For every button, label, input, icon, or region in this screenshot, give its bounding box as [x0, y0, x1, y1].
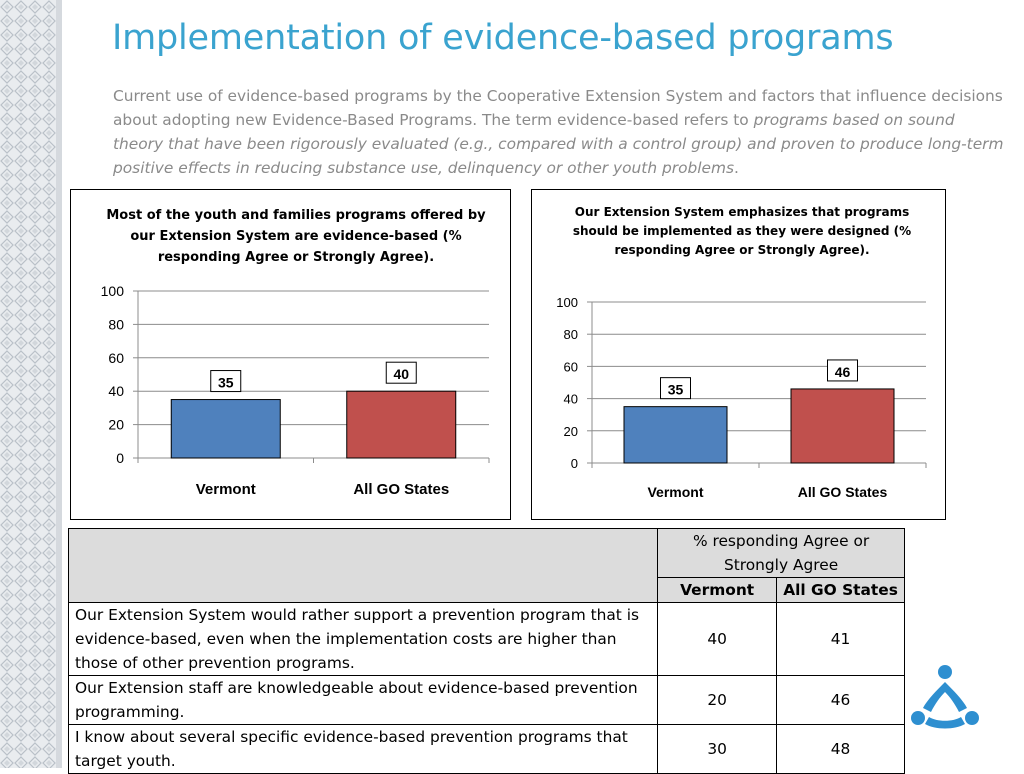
y-tick-label: 100 [556, 295, 578, 310]
table-corner-cell [67, 528, 659, 603]
y-tick-label: 20 [564, 424, 578, 439]
description-text: Current use of evidence-based programs b… [113, 87, 1003, 129]
statement-cell: Our Extension staff are knowledgeable ab… [67, 675, 659, 725]
x-category-label: Vermont [196, 481, 256, 498]
table-row: Our Extension staff are knowledgeable ab… [67, 675, 905, 725]
description-end: . [734, 159, 739, 177]
y-tick-label: 60 [108, 350, 124, 366]
statement-cell: Our Extension System would rather suppor… [67, 602, 659, 676]
statement-cell: I know about several specific evidence-b… [67, 724, 659, 774]
bar [790, 388, 895, 464]
chart-title: Most of the youth and families programs … [106, 208, 486, 265]
chart-evidence-based-programs: Most of the youth and families programs … [70, 189, 511, 520]
y-tick-label: 40 [108, 383, 124, 399]
slide-title: Implementation of evidence-based program… [112, 18, 894, 58]
data-label: 35 [218, 375, 234, 391]
slide-description: Current use of evidence-based programs b… [113, 84, 1008, 180]
vermont-value-cell: 20 [657, 675, 778, 725]
three-people-circle-logo-icon [911, 665, 979, 729]
y-tick-label: 80 [564, 327, 578, 342]
data-label-box [210, 370, 242, 393]
y-tick-label: 0 [116, 450, 124, 466]
table-row: I know about several specific evidence-b… [67, 724, 905, 774]
bar [170, 399, 281, 459]
sidebar-divider [56, 0, 62, 768]
y-tick-label: 80 [108, 316, 124, 332]
bar [346, 390, 457, 459]
y-tick-label: 60 [564, 359, 578, 374]
table-row: Our Extension System would rather suppor… [67, 602, 905, 676]
bar-chart-canvas: 0 20 40 60 80 100 35 Vermont 46 All GO States [556, 295, 927, 500]
vermont-value-cell: 30 [657, 724, 778, 774]
data-label-box [385, 361, 417, 384]
chart-title: Our Extension System emphasizes that pro… [572, 205, 912, 257]
bar [623, 406, 728, 464]
column-header-vermont: Vermont [657, 577, 778, 603]
y-tick-label: 0 [571, 456, 578, 471]
x-category-label: Vermont [647, 484, 703, 500]
survey-results-table: % responding Agree or Strongly Agree Ver… [67, 528, 905, 774]
y-tick-label: 100 [101, 283, 125, 299]
column-header-go-states: All GO States [776, 577, 905, 603]
table-group-header: % responding Agree or Strongly Agree [657, 528, 905, 578]
data-label: 40 [393, 366, 409, 382]
y-tick-label: 40 [564, 392, 578, 407]
data-label-box [827, 359, 858, 382]
vermont-value-cell: 40 [657, 602, 778, 676]
description-emphasis: programs based on sound theory that have… [113, 111, 1004, 177]
go-states-value-cell: 48 [776, 724, 905, 774]
y-tick-label: 20 [108, 417, 124, 433]
decorative-pattern-sidebar [0, 0, 56, 768]
chart-fidelity-emphasis: Our Extension System emphasizes that pro… [531, 189, 946, 520]
go-states-value-cell: 46 [776, 675, 905, 725]
data-label-box [660, 377, 691, 400]
bar-chart-canvas: 0 20 40 60 80 100 35 Vermont 40 All GO States [101, 283, 490, 498]
data-label: 46 [835, 364, 851, 380]
go-states-value-cell: 41 [776, 602, 905, 676]
data-label: 35 [668, 382, 684, 398]
x-category-label: All GO States [798, 484, 888, 500]
x-category-label: All GO States [353, 481, 449, 498]
